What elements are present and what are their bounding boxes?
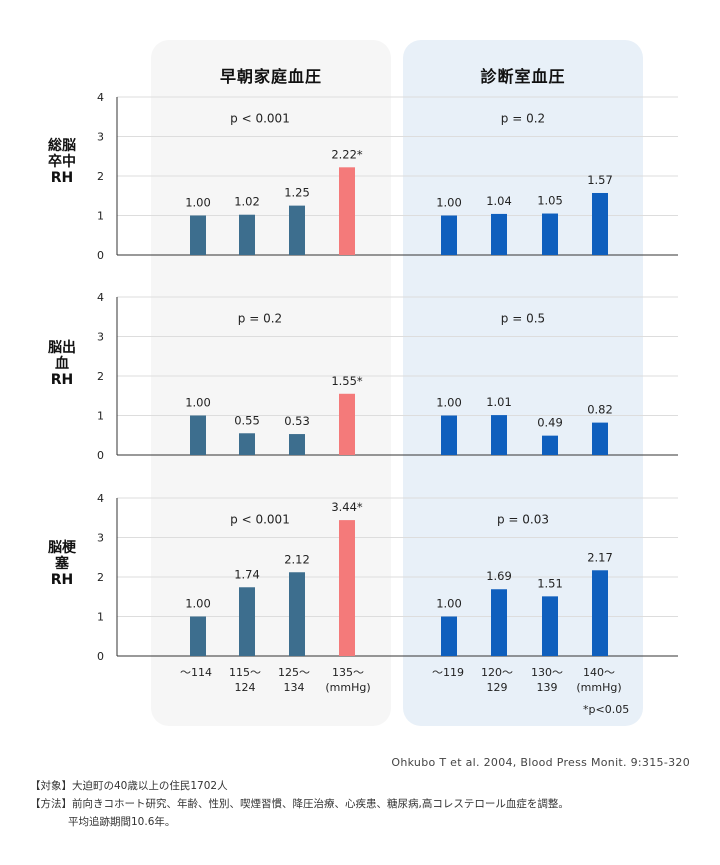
bar-home	[239, 214, 255, 255]
bar-value-label: 2.17	[587, 550, 613, 564]
y-tick-label: 1	[97, 410, 104, 423]
bar-home	[339, 393, 355, 455]
y-tick-label: 4	[97, 291, 104, 304]
citation: Ohkubo T et al. 2004, Blood Press Monit.…	[391, 756, 690, 769]
bar-home	[339, 167, 355, 255]
x-tick-home-1: 〜114	[180, 666, 212, 679]
y-tick-label: 1	[97, 210, 104, 223]
bar-office	[491, 415, 507, 455]
p-value-label: p < 0.001	[230, 112, 290, 126]
bar-value-label: 1.00	[185, 196, 211, 210]
y-tick-label: 0	[97, 249, 104, 262]
bar-home	[239, 587, 255, 656]
bar-home	[339, 520, 355, 656]
y-tick-label: 4	[97, 91, 104, 104]
bar-home	[289, 205, 305, 255]
bar-value-label: 1.05	[537, 194, 563, 208]
y-tick-label: 4	[97, 492, 104, 505]
y-axis-label-text: 脳出血 RH	[48, 340, 76, 388]
bar-office	[542, 213, 558, 255]
bar-value-label: 1.69	[486, 569, 512, 583]
bar-home	[289, 434, 305, 455]
bar-value-label: 2.12	[284, 552, 310, 566]
bar-value-label: 1.02	[234, 195, 260, 209]
bar-value-label: 0.82	[587, 403, 613, 417]
significance-footnote: *p<0.05	[583, 703, 630, 716]
bar-office	[542, 435, 558, 455]
bar-value-label: 1.00	[436, 597, 462, 611]
bar-value-label: 3.44*	[331, 500, 363, 514]
bar-value-label: 1.25	[284, 186, 310, 200]
bar-value-label: 1.55*	[331, 374, 363, 388]
bar-value-label: 0.53	[284, 414, 310, 428]
y-axis-label-hemorrhage: 脳出血 RH	[42, 340, 82, 388]
bar-home	[239, 433, 255, 455]
y-tick-label: 1	[97, 611, 104, 624]
x-tick-office-4: 140〜 (mmHg)	[576, 666, 622, 694]
bar-value-label: 1.57	[587, 173, 613, 187]
x-tick-home-2: 115〜 124	[229, 666, 261, 694]
bar-home	[190, 215, 206, 255]
y-axis-label-total-stroke: 総脳卒中 RH	[42, 138, 82, 186]
home-bp-panel-title: 早朝家庭血圧	[219, 67, 322, 86]
bar-value-label: 1.00	[436, 196, 462, 210]
bar-office	[441, 616, 457, 656]
y-axis-label-infarction: 脳梗塞 RH	[42, 540, 82, 588]
y-tick-label: 2	[97, 370, 104, 383]
bar-office	[491, 213, 507, 255]
p-value-label: p < 0.001	[230, 513, 290, 527]
p-value-label: p = 0.2	[238, 312, 282, 326]
y-tick-label: 0	[97, 449, 104, 462]
y-axis-label-text: 総脳卒中 RH	[48, 138, 76, 186]
x-tick-home-4: 135〜 (mmHg)	[325, 666, 371, 694]
p-value-label: p = 0.5	[501, 312, 545, 326]
study-notes: 【対象】大迫町の40歳以上の住民1702人 【方法】前向きコホート研究、年齢、性…	[30, 777, 569, 831]
bar-office	[441, 215, 457, 255]
x-tick-office-3: 130〜 139	[531, 666, 563, 694]
bar-office	[592, 422, 608, 455]
bar-home	[190, 415, 206, 455]
followup-note: 平均追跡期間10.6年。	[68, 816, 176, 828]
bar-value-label: 1.01	[486, 395, 512, 409]
bar-value-label: 1.04	[486, 194, 512, 208]
x-tick-office-2: 120〜 129	[481, 666, 513, 694]
methods-note: 【方法】前向きコホート研究、年齢、性別、喫煙習慣、降圧治療、心疾患、糖尿病,高コ…	[30, 798, 569, 810]
bar-value-label: 1.74	[234, 567, 260, 581]
bar-home	[190, 616, 206, 656]
bar-office	[441, 415, 457, 455]
y-tick-label: 2	[97, 571, 104, 584]
bar-value-label: 0.49	[537, 416, 563, 430]
y-tick-label: 3	[97, 331, 104, 344]
x-tick-home-3: 125〜 134	[278, 666, 310, 694]
y-tick-label: 3	[97, 532, 104, 545]
office-bp-panel-title: 診断室血圧	[480, 67, 566, 86]
bar-office	[491, 589, 507, 656]
bar-value-label: 1.00	[436, 396, 462, 410]
bar-home	[289, 572, 305, 656]
bar-value-label: 1.00	[185, 396, 211, 410]
bar-office	[542, 596, 558, 656]
subjects-note: 【対象】大迫町の40歳以上の住民1702人	[30, 780, 228, 792]
y-tick-label: 3	[97, 131, 104, 144]
bar-value-label: 1.51	[537, 576, 563, 590]
y-axis-label-text: 脳梗塞 RH	[48, 540, 76, 588]
bar-office	[592, 192, 608, 255]
y-tick-label: 2	[97, 170, 104, 183]
bar-value-label: 2.22*	[331, 147, 363, 161]
p-value-label: p = 0.2	[501, 112, 545, 126]
bar-value-label: 1.00	[185, 597, 211, 611]
bar-value-label: 0.55	[234, 413, 260, 427]
x-tick-office-1: 〜119	[432, 666, 464, 679]
bar-office	[592, 570, 608, 656]
p-value-label: p = 0.03	[497, 513, 549, 527]
y-tick-label: 0	[97, 650, 104, 663]
